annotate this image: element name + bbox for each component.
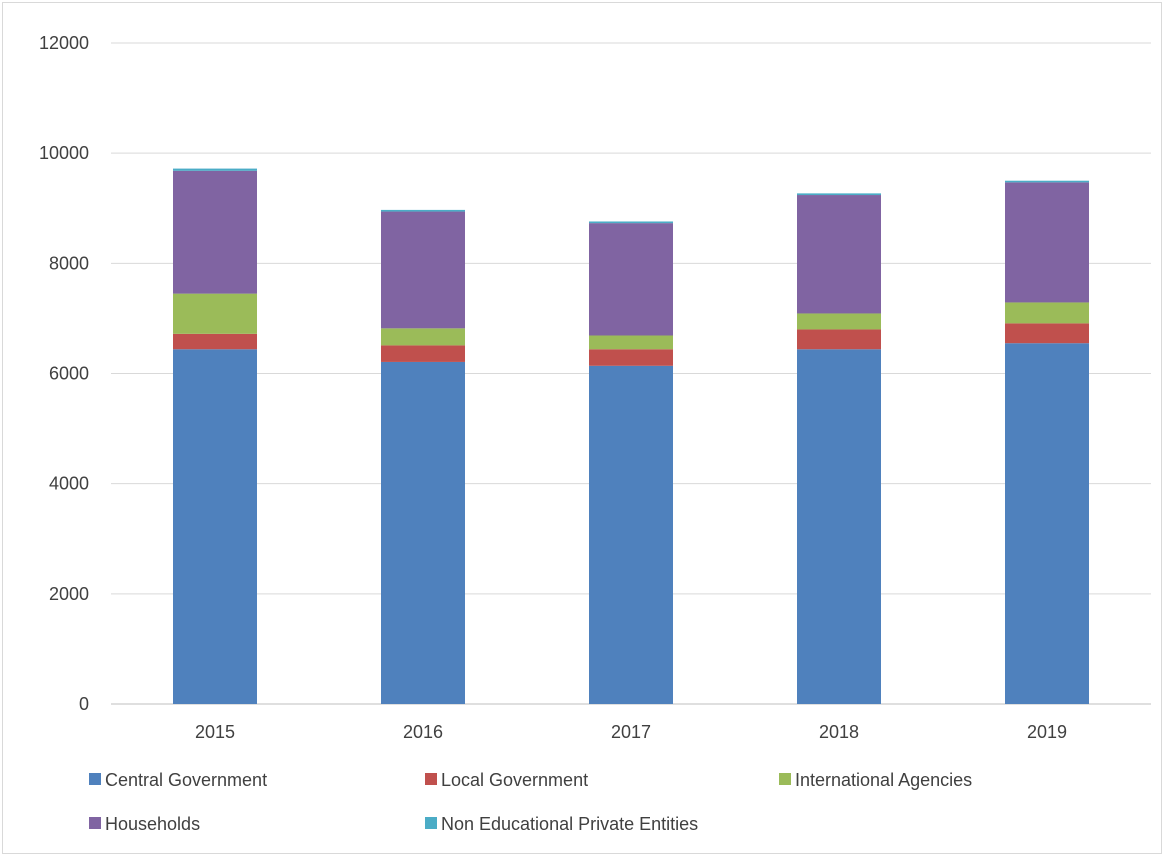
bar-segment-non-educational-private-entities-2015 — [173, 168, 257, 171]
bar-segment-international-agencies-2018 — [797, 313, 881, 330]
y-tick-label: 0 — [79, 694, 89, 714]
y-tick-label: 4000 — [49, 474, 89, 494]
bar-segment-households-2019 — [1005, 182, 1089, 303]
legend-label: International Agencies — [795, 770, 972, 790]
legend-swatch — [89, 773, 101, 785]
stacked-bar-chart: 0 2000 4000 6000 8000 10000 12000 2015 2016 2017… — [39, 33, 1151, 834]
bar-segment-local-government-2019 — [1005, 323, 1089, 344]
legend-label: Non Educational Private Entities — [441, 814, 698, 834]
legend-item-international-agencies: International Agencies — [779, 770, 972, 790]
y-tick-label: 8000 — [49, 253, 89, 273]
legend-label: Local Government — [441, 770, 588, 790]
legend-item-local-government: Local Government — [425, 770, 588, 790]
bar-segment-local-government-2017 — [589, 349, 673, 366]
legend-swatch — [425, 773, 437, 785]
x-tick-label: 2017 — [611, 722, 651, 742]
legend-swatch — [779, 773, 791, 785]
legend-label: Households — [105, 814, 200, 834]
bar-segment-local-government-2016 — [381, 345, 465, 362]
bars — [173, 168, 1089, 704]
bar-segment-non-educational-private-entities-2017 — [589, 221, 673, 224]
bar-segment-international-agencies-2015 — [173, 293, 257, 334]
bar-segment-international-agencies-2017 — [589, 335, 673, 350]
y-tick-label: 12000 — [39, 33, 89, 53]
bar-segment-non-educational-private-entities-2019 — [1005, 180, 1089, 183]
legend: Central Government Local Government Intern… — [89, 770, 972, 834]
bar-segment-households-2016 — [381, 211, 465, 329]
x-tick-label: 2015 — [195, 722, 235, 742]
bar-segment-central-government-2016 — [381, 361, 465, 704]
legend-item-non-educational-private-entities: Non Educational Private Entities — [425, 814, 698, 834]
bar-segment-local-government-2018 — [797, 329, 881, 350]
x-tick-label: 2018 — [819, 722, 859, 742]
bar-segment-households-2017 — [589, 223, 673, 336]
bar-segment-central-government-2019 — [1005, 343, 1089, 704]
y-axis-tick-labels: 0 2000 4000 6000 8000 10000 12000 — [39, 33, 89, 714]
x-tick-label: 2019 — [1027, 722, 1067, 742]
bar-segment-households-2015 — [173, 170, 257, 294]
bar-segment-non-educational-private-entities-2018 — [797, 193, 881, 196]
bar-segment-central-government-2018 — [797, 349, 881, 704]
y-tick-label: 2000 — [49, 584, 89, 604]
legend-item-households: Households — [89, 814, 200, 834]
x-axis-tick-labels: 2015 2016 2017 2018 2019 — [195, 722, 1067, 742]
bar-segment-local-government-2015 — [173, 333, 257, 350]
bar-segment-central-government-2017 — [589, 365, 673, 704]
bar-segment-international-agencies-2016 — [381, 328, 465, 346]
bar-segment-international-agencies-2019 — [1005, 302, 1089, 324]
y-tick-label: 10000 — [39, 143, 89, 163]
bar-segment-central-government-2015 — [173, 349, 257, 704]
legend-swatch — [89, 817, 101, 829]
bar-segment-households-2018 — [797, 195, 881, 314]
legend-label: Central Government — [105, 770, 267, 790]
legend-swatch — [425, 817, 437, 829]
legend-item-central-government: Central Government — [89, 770, 267, 790]
x-tick-label: 2016 — [403, 722, 443, 742]
bar-segment-non-educational-private-entities-2016 — [381, 209, 465, 212]
y-tick-label: 6000 — [49, 364, 89, 384]
